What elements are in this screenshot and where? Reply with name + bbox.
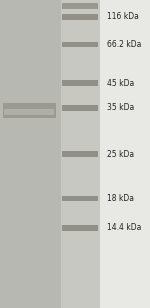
Bar xyxy=(63,14,99,20)
Text: 45 kDa: 45 kDa xyxy=(107,79,135,88)
Text: 18 kDa: 18 kDa xyxy=(107,194,134,203)
Bar xyxy=(4,109,54,115)
Bar xyxy=(63,225,99,231)
Bar xyxy=(63,151,99,157)
Bar xyxy=(63,3,99,9)
Bar xyxy=(61,0,100,308)
Bar xyxy=(63,80,99,86)
Bar xyxy=(63,196,99,201)
Text: 116 kDa: 116 kDa xyxy=(107,12,139,22)
Text: 66.2 kDa: 66.2 kDa xyxy=(107,40,142,49)
Bar xyxy=(0,0,61,308)
Bar xyxy=(63,42,99,47)
Bar xyxy=(3,103,56,118)
Bar xyxy=(100,0,147,308)
Text: 14.4 kDa: 14.4 kDa xyxy=(107,223,142,233)
Bar xyxy=(63,105,99,111)
Text: 35 kDa: 35 kDa xyxy=(107,103,135,112)
Text: 25 kDa: 25 kDa xyxy=(107,149,134,159)
